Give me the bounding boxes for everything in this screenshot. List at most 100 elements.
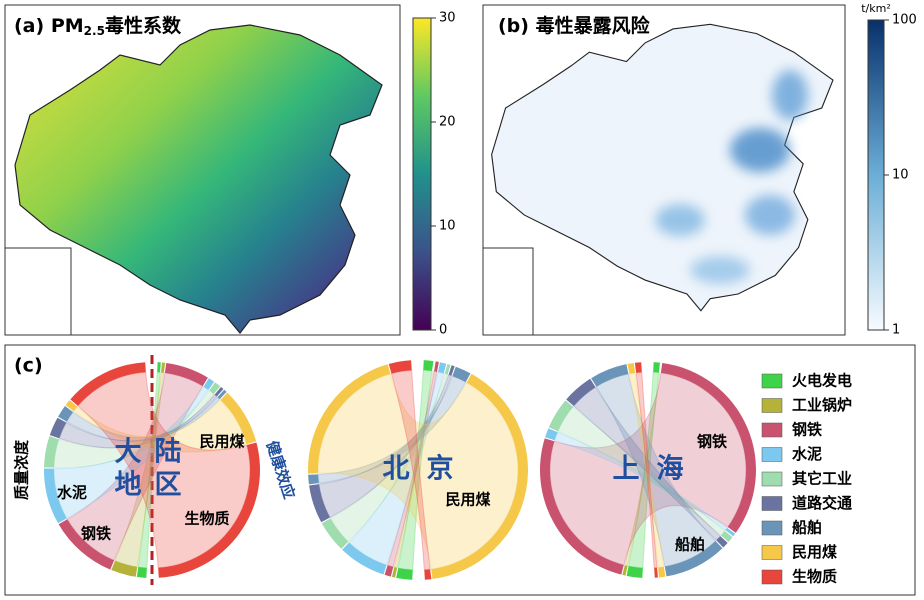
chord-arc [438, 362, 447, 374]
legend-swatch [761, 569, 783, 585]
chord-ribbon [549, 372, 747, 566]
title-text: 毒性系数 [105, 14, 182, 37]
colorbar [412, 17, 432, 331]
chord-arc [157, 362, 161, 373]
chord-arc [716, 536, 728, 548]
colorbar [867, 19, 885, 331]
chord-ribbon [553, 431, 728, 531]
panel-label: (a) [14, 15, 44, 37]
chord-arc [309, 484, 331, 523]
chord-arc [58, 406, 74, 422]
chord-diagram [44, 362, 260, 578]
chord-ribbon [114, 371, 165, 568]
chord-arc [634, 362, 642, 373]
chord-arc [58, 519, 115, 570]
chord-ribbon [317, 375, 467, 484]
colorbar-unit: t/km² [861, 2, 891, 15]
sector-label: 船舶 [675, 536, 705, 554]
colorbar-tick-label: 100 [892, 13, 917, 28]
region-name: 陆 [155, 437, 182, 468]
chord-ribbon [66, 396, 221, 442]
legend-label: 道路交通 [792, 494, 852, 512]
chord-arc [388, 360, 412, 374]
chord-arc [434, 361, 439, 372]
chord-arc [342, 542, 387, 575]
sector-label: 生物质 [184, 510, 229, 528]
chord-arc [209, 382, 221, 394]
chord-arc [164, 362, 208, 387]
sector-label: 民用煤 [199, 433, 244, 451]
legend-label: 火电发电 [792, 372, 852, 390]
chord-arc [548, 400, 574, 432]
chord-arc [622, 565, 628, 576]
title-text: PM [51, 15, 84, 37]
legend-swatch [761, 422, 783, 438]
chord-arc [214, 386, 224, 397]
chord-arc [424, 569, 432, 580]
region-name: 北 [383, 454, 410, 485]
legend-swatch [761, 398, 783, 413]
chord-ribbon [628, 372, 665, 569]
chord-arc [654, 567, 658, 578]
chord-arc [664, 540, 723, 577]
chord-arc [660, 362, 756, 533]
panel-label: (b) [498, 15, 529, 37]
chord-arc [658, 566, 666, 578]
sector-label: 民用煤 [445, 491, 490, 509]
side-label: 质量浓度 [13, 439, 31, 500]
chord-arc [161, 362, 166, 373]
chord-arc [321, 518, 349, 549]
region-name: 上 [613, 454, 640, 485]
title-subscript: 2.5 [84, 24, 105, 38]
chord-arc [431, 373, 529, 580]
legend-swatch [761, 496, 783, 511]
legend-label: 其它工业 [792, 470, 852, 488]
chord-arc [452, 366, 471, 383]
legend-swatch [761, 373, 783, 389]
region-name: 大 [115, 437, 142, 468]
sector-label: 水泥 [57, 484, 87, 502]
chord-arc [725, 527, 736, 537]
chord-arc [448, 365, 455, 376]
chord-arc [44, 468, 67, 524]
inset [482, 247, 534, 336]
chord-ribbon [318, 374, 452, 519]
chord-arc [545, 428, 558, 441]
chord-diagram [540, 362, 756, 578]
chord-arc [158, 442, 260, 578]
colorbar-tick-label: 10 [892, 168, 909, 183]
chord-arc [423, 360, 434, 371]
region-name: 区 [155, 470, 182, 501]
colorbar-tick-label: 10 [439, 219, 456, 234]
colorbar-tick-label: 0 [439, 323, 447, 338]
chord-arc [65, 400, 78, 412]
chord-arc [626, 566, 643, 578]
chord-arc [627, 362, 636, 374]
legend-swatch [761, 471, 783, 487]
panel-title: (a) PM2.5毒性系数 [14, 14, 182, 38]
chord-arc [203, 378, 215, 390]
legend-label: 生物质 [792, 568, 837, 586]
chord-arc [111, 560, 138, 577]
legend-label: 钢铁 [792, 421, 822, 439]
chord-ribbon [393, 371, 434, 569]
chord-arc [566, 378, 596, 407]
colorbar-tick-label: 30 [439, 11, 456, 26]
region-name: 海 [657, 454, 684, 485]
chord-arc [308, 474, 319, 485]
legend-label: 工业锅炉 [792, 396, 852, 414]
chord-ribbon [53, 386, 210, 520]
legend-label: 民用煤 [792, 543, 837, 561]
sector-label: 钢铁 [81, 525, 111, 543]
chord-arc [44, 436, 59, 468]
exposure-hotspots [655, 70, 808, 284]
chord-arc [653, 362, 660, 373]
sector-label: 钢铁 [697, 433, 727, 451]
chord-arc [720, 530, 733, 543]
colorbar-tick-label: 20 [439, 115, 456, 130]
chord-ribbon [66, 372, 204, 562]
chord-ribbon [635, 371, 658, 569]
title-text: 毒性暴露风险 [536, 14, 651, 37]
chord-arc [391, 567, 398, 578]
